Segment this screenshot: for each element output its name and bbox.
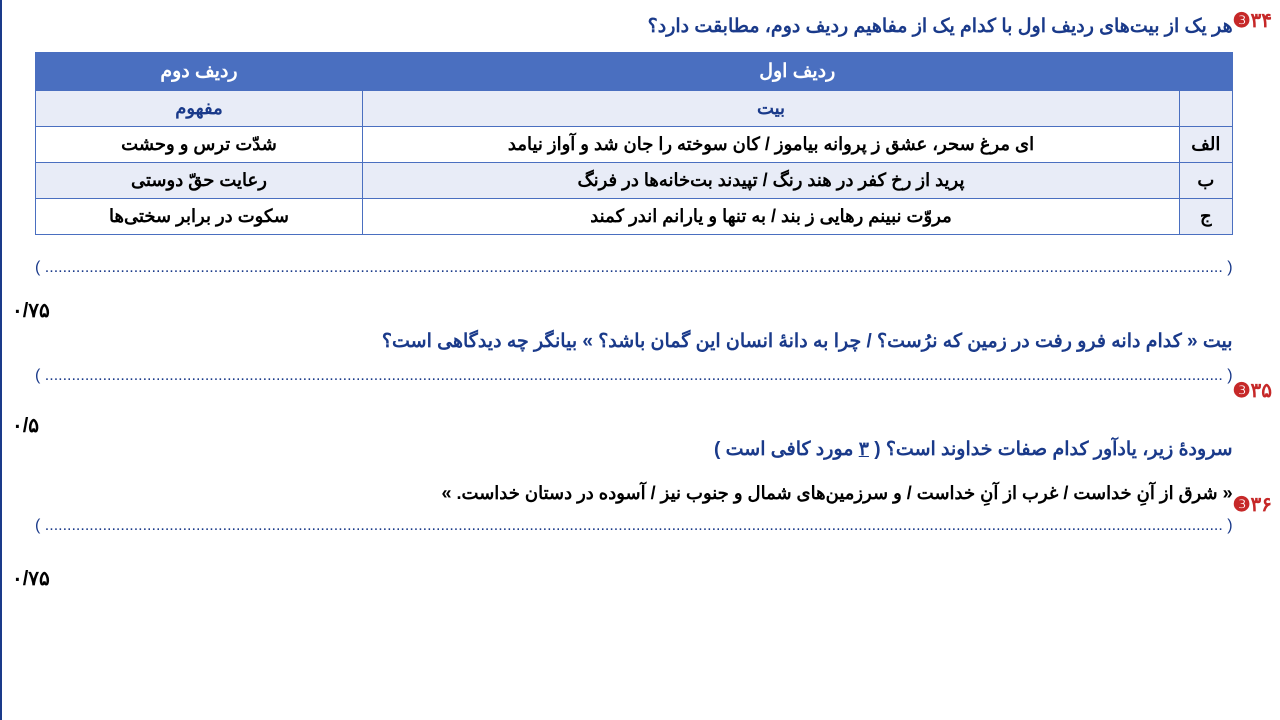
hdr-radif1: ردیف اول [362,53,1232,91]
row-key: ب [1180,163,1233,199]
row-beit: مروّت نبینم رهایی ز بند / به تنها و یارا… [362,199,1179,235]
row-maf: سکوت در برابر سختی‌ها [36,199,363,235]
row-beit: پرید از رخ کفر در هند رنگ / تپیدند بت‌خا… [362,163,1179,199]
q35-text: بیت « کدام دانه فرو رفت در زمین که نرُست… [35,323,1233,361]
q36-sub: « شرق از آنِ خداست / غرب از آنِ خداست / … [35,475,1233,511]
question-number-column: ۳۴❸ ۳۵❸ ۳۶❸ [1273,0,1280,720]
q36-answer-line: ( ......................................… [35,517,1233,535]
table-row: ب پرید از رخ کفر در هند رنگ / تپیدند بت‌… [36,163,1233,199]
row-maf: شدّت ترس و وحشت [36,127,363,163]
q36-text: سرودهٔ زیر، یادآور کدام صفات خداوند است؟… [35,431,1233,469]
hdr-radif2: ردیف دوم [36,53,363,91]
row-beit: ای مرغ سحر، عشق ز پروانه بیاموز / کان سو… [362,127,1179,163]
q36-text-a: سرودهٔ زیر، یادآور کدام صفات خداوند است؟… [869,439,1233,460]
table-header-sub: بیت مفهوم [36,91,1233,127]
q34-block: هر یک از بیت‌های ردیف اول با کدام یک از … [35,8,1233,277]
marks-column: ۰/۷۵ ۰/۵ ۰/۷۵ [0,0,15,720]
table-row: الف ای مرغ سحر، عشق ز پروانه بیاموز / کا… [36,127,1233,163]
hdr-mafhum: مفهوم [36,91,363,127]
q34-mark: ۰/۷۵ [12,298,50,323]
q35-answer-line: ( ......................................… [35,367,1233,385]
q36-hint-num: ۳ [859,439,869,460]
row-key: ج [1180,199,1233,235]
content-column: هر یک از بیت‌های ردیف اول با کدام یک از … [15,0,1273,720]
hdr-beit: بیت [362,91,1179,127]
row-maf: رعایت حقّ دوستی [36,163,363,199]
q35-mark: ۰/۵ [12,413,39,438]
row-key: الف [1180,127,1233,163]
table-header-top: ردیف اول ردیف دوم [36,53,1233,91]
q36-mark: ۰/۷۵ [12,566,50,591]
q34-table: ردیف اول ردیف دوم بیت مفهوم الف ای مرغ س… [35,52,1233,235]
q36-block: سرودهٔ زیر، یادآور کدام صفات خداوند است؟… [35,431,1233,535]
q35-block: بیت « کدام دانه فرو رفت در زمین که نرُست… [35,323,1233,385]
q34-text: هر یک از بیت‌های ردیف اول با کدام یک از … [35,8,1233,46]
q36-text-b: مورد کافی است ) [714,439,859,460]
table-row: ج مروّت نبینم رهایی ز بند / به تنها و یا… [36,199,1233,235]
q34-answer-line: ( ......................................… [35,259,1233,277]
